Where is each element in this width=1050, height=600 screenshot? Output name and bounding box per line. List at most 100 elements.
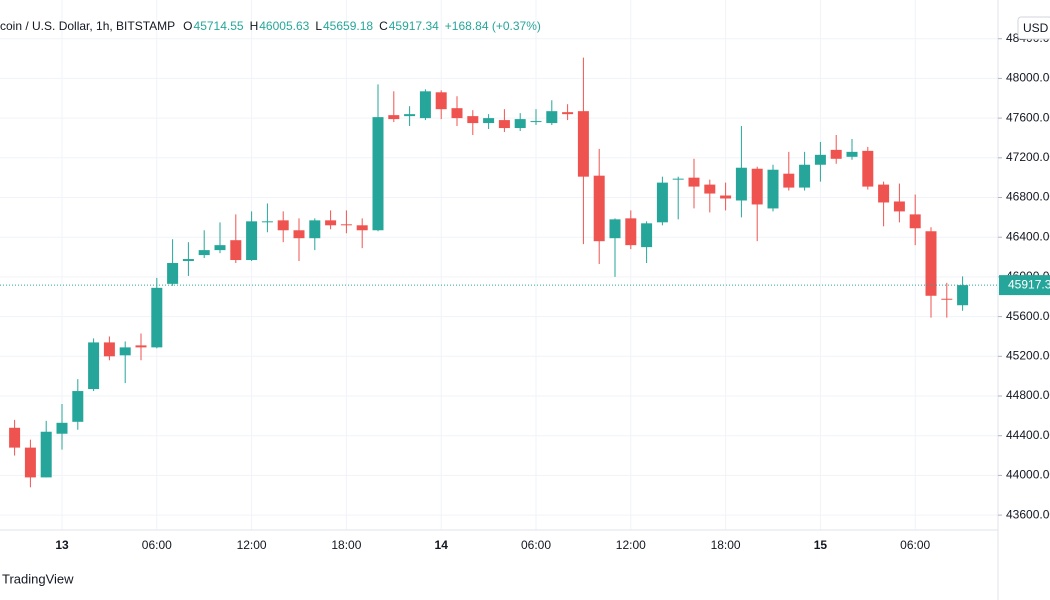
candle-body (878, 184, 890, 203)
y-tick-label: 47600.00 (1006, 110, 1050, 124)
candle-body (498, 120, 510, 129)
x-tick-label: 18:00 (331, 538, 361, 552)
price-tag (999, 275, 1050, 296)
ohlc-prefix: O (183, 19, 192, 33)
ohlc-value: 46005.63 (259, 19, 309, 33)
candle-body (277, 220, 289, 231)
candle-body (246, 221, 258, 261)
y-tick-label: 44000.00 (1006, 468, 1050, 482)
x-tick-label: 06:00 (142, 538, 172, 552)
candle-body (909, 214, 921, 229)
candle-body (704, 184, 716, 194)
x-tick-label: 06:00 (900, 538, 930, 552)
candle-body (735, 167, 747, 201)
candle-body (230, 240, 242, 261)
y-tick-label: 48000.00 (1006, 71, 1050, 85)
candle-body (72, 391, 84, 422)
candle-body (325, 220, 337, 226)
candle-body (957, 285, 969, 306)
change-value: +168.84 (+0.37%) (445, 19, 541, 33)
x-tick-label: 12:00 (237, 538, 267, 552)
x-tick-label: 12:00 (616, 538, 646, 552)
candle-body (372, 117, 384, 231)
candle-body (135, 345, 147, 348)
ohlc-prefix: H (250, 19, 259, 33)
candle-body (672, 178, 684, 180)
candle-body (40, 431, 52, 478)
candle-body (656, 182, 668, 223)
legend-header: coin / U.S. Dollar, 1h, BITSTAMP O 45714.5… (0, 19, 541, 33)
candle-body (388, 115, 400, 120)
candle-body (783, 173, 795, 188)
ohlc-value: 45917.34 (389, 19, 439, 33)
candle-body (198, 250, 210, 256)
candle-body (641, 223, 653, 248)
x-tick-label: 15 (814, 538, 828, 552)
currency-button[interactable] (1017, 16, 1050, 40)
x-tick-label: 06:00 (521, 538, 551, 552)
candle-body (356, 225, 368, 231)
symbol-title: coin / U.S. Dollar, 1h, BITSTAMP (0, 19, 175, 33)
x-tick-label: 14 (435, 538, 449, 552)
candle-body (814, 154, 826, 165)
candle-body (830, 149, 842, 159)
candle-body (467, 116, 479, 124)
axes: 43600.00 44000.00 44400.00 44800.00 45200.00… (55, 31, 1050, 552)
candle-body (9, 427, 21, 448)
candle-body (609, 219, 621, 239)
candle-body (24, 447, 36, 478)
candle-body (119, 347, 131, 356)
candle-body (404, 114, 416, 117)
candle-body (293, 230, 305, 239)
candle-body (167, 263, 179, 284)
candle-body (862, 150, 874, 187)
candle-body (483, 118, 495, 124)
candle-body (941, 298, 953, 300)
candle-body (799, 164, 811, 188)
candle-body (309, 220, 321, 239)
x-tick-label: 13 (55, 538, 69, 552)
currency-label[interactable]: USD (1023, 21, 1049, 35)
candle-body (577, 111, 589, 177)
candle-body (261, 221, 273, 223)
candle-body (893, 201, 905, 212)
y-tick-label: 44400.00 (1006, 428, 1050, 442)
candle-body (151, 287, 163, 348)
candle-body (530, 121, 542, 123)
x-tick-label: 18:00 (711, 538, 741, 552)
y-tick-label: 44800.00 (1006, 388, 1050, 402)
candle-body (182, 259, 194, 262)
candle-body (846, 151, 858, 157)
y-tick-label: 47200.00 (1006, 150, 1050, 164)
candle-body (419, 91, 431, 119)
candle-body (688, 177, 700, 187)
candle-body (767, 169, 779, 209)
ohlc-prefix: C (379, 19, 388, 33)
candle-body (514, 119, 526, 129)
candle-body (720, 195, 732, 199)
y-tick-label: 43600.00 (1006, 507, 1050, 521)
grid (0, 0, 998, 530)
candle-body (593, 175, 605, 242)
candles (0, 57, 998, 488)
ohlc-value: 45714.55 (194, 19, 244, 33)
candle-body (435, 92, 447, 110)
candle-body (214, 245, 226, 251)
candle-body (88, 342, 100, 390)
candle-body (340, 224, 352, 226)
y-tick-label: 46400.00 (1006, 229, 1050, 243)
y-tick-label: 45200.00 (1006, 348, 1050, 362)
y-tick-label: 45600.00 (1006, 309, 1050, 323)
brand-logo: TradingView (2, 571, 74, 586)
candle-body (625, 218, 637, 246)
ohlc-prefix: L (315, 19, 322, 33)
ohlc-value: 45659.18 (323, 19, 373, 33)
y-tick-label: 46800.00 (1006, 190, 1050, 204)
candle-body (562, 112, 574, 115)
candle-body (751, 168, 763, 205)
price-tag-label: 45917.34 (1008, 277, 1050, 291)
candle-body (925, 231, 937, 296)
candle-body (56, 422, 68, 434)
candle-body (103, 342, 115, 357)
